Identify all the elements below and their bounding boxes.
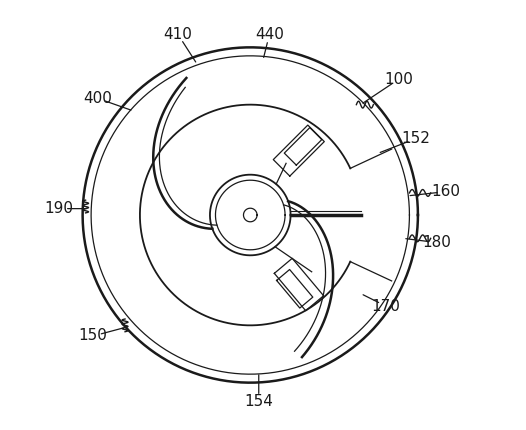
Text: 150: 150 [79, 329, 108, 344]
Text: 154: 154 [244, 394, 273, 409]
Text: 400: 400 [83, 91, 112, 106]
Text: 170: 170 [372, 299, 400, 314]
Text: 410: 410 [164, 27, 193, 42]
Text: 100: 100 [385, 72, 413, 87]
Text: 440: 440 [255, 27, 284, 42]
Text: 152: 152 [401, 131, 430, 146]
Text: 190: 190 [45, 201, 74, 216]
Text: 180: 180 [422, 235, 451, 250]
Text: 160: 160 [431, 184, 460, 199]
